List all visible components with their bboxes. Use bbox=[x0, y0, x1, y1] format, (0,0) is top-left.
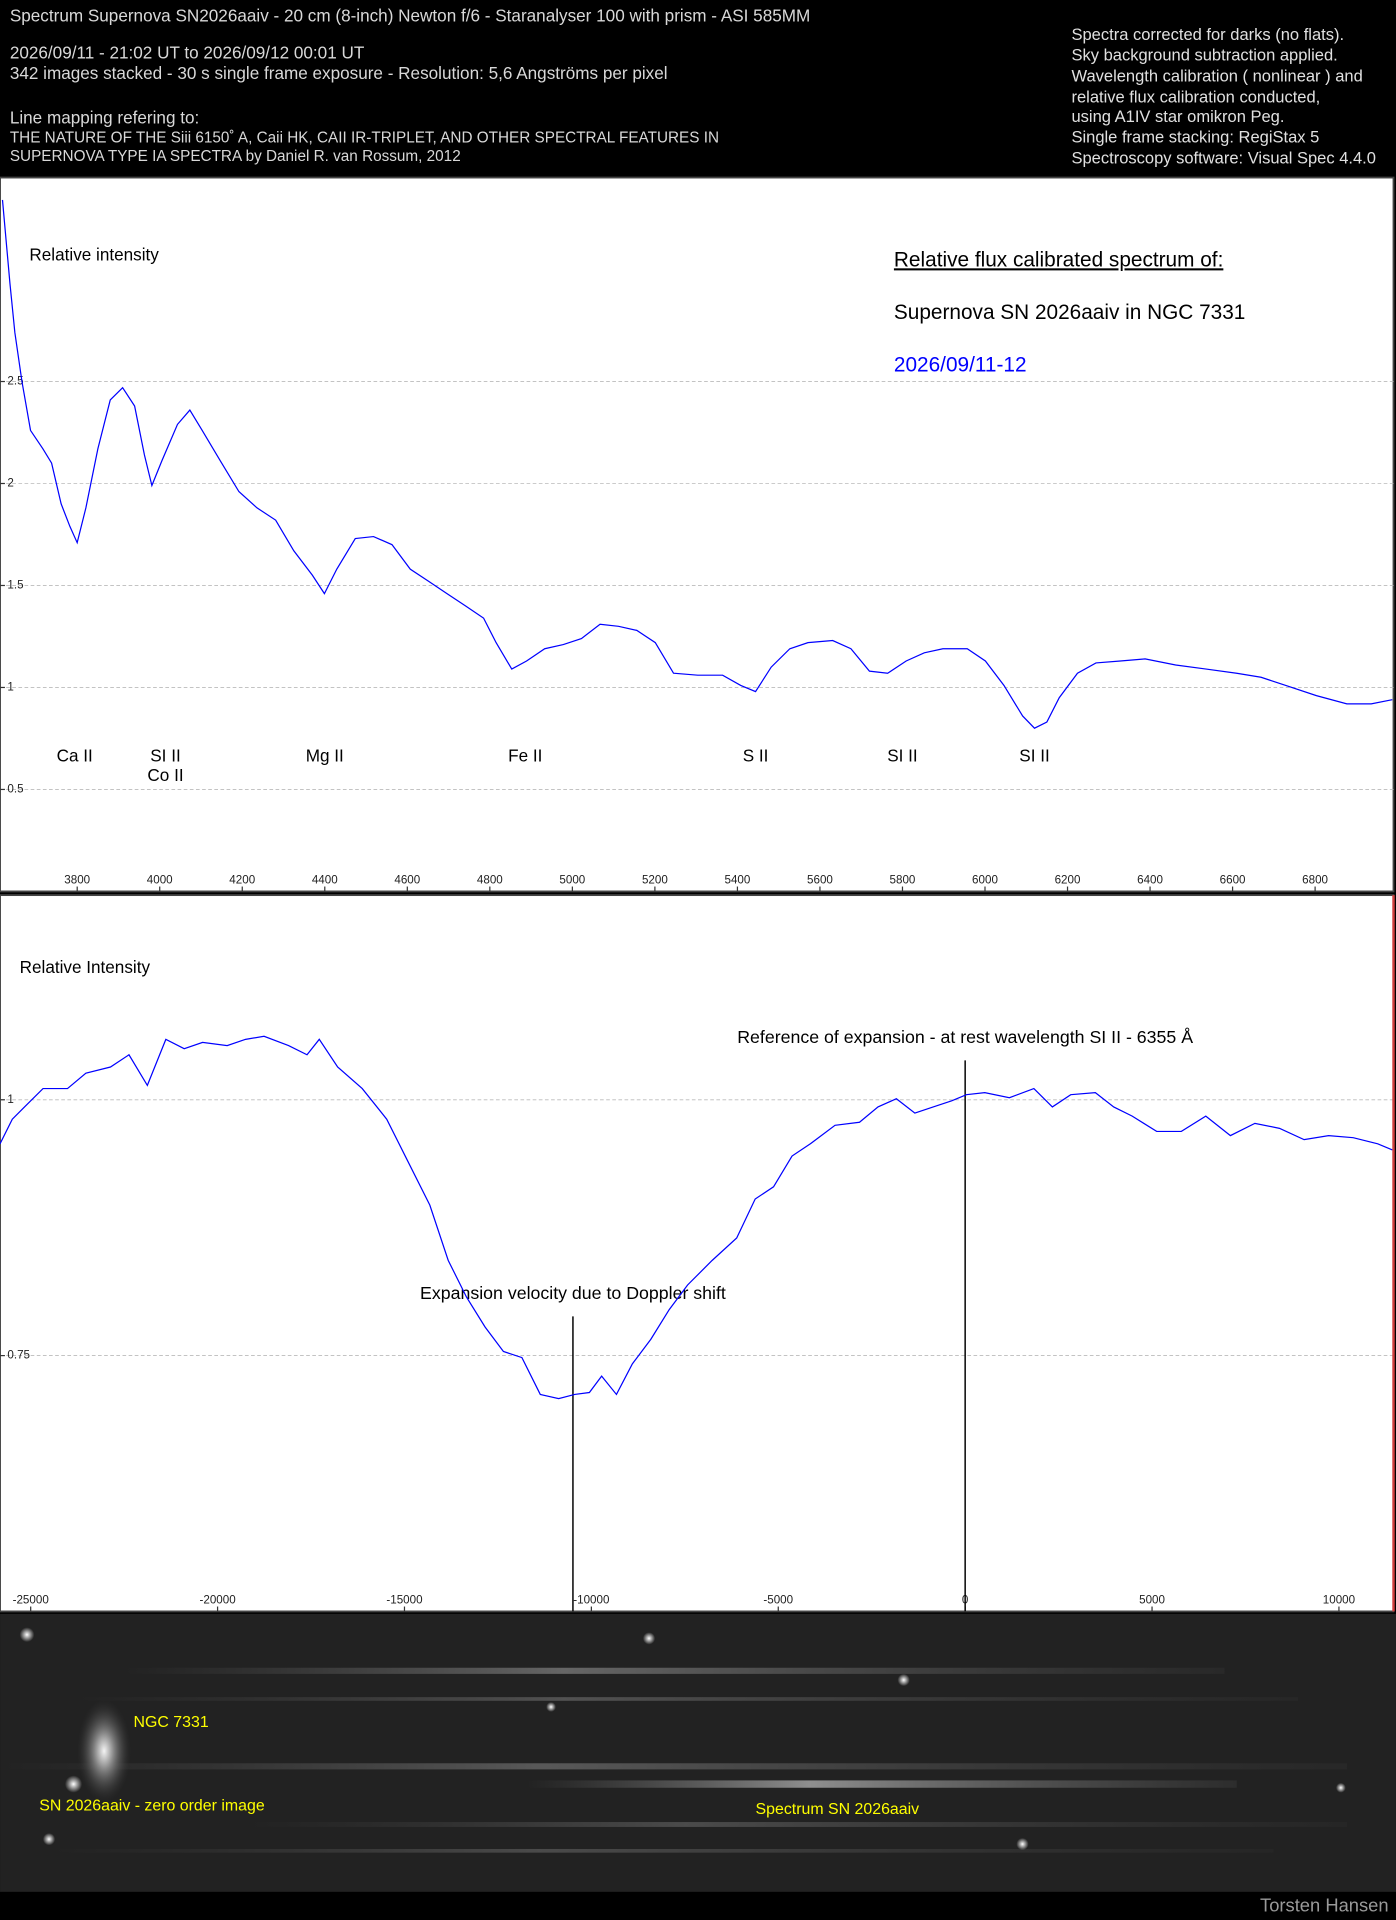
x-tick-label: 5600 bbox=[807, 873, 833, 886]
line-label: Co II bbox=[147, 765, 183, 785]
line-label: Mg II bbox=[306, 745, 344, 765]
x-tick-label: 10000 bbox=[1323, 1593, 1356, 1606]
star bbox=[42, 1833, 56, 1846]
y-tick-label: 1 bbox=[7, 681, 13, 694]
header-title: Spectrum Supernova SN2026aaiv - 20 cm (8… bbox=[10, 6, 810, 26]
header-stack: 342 images stacked - 30 s single frame e… bbox=[10, 63, 668, 83]
x-tick-label: 4800 bbox=[477, 873, 503, 886]
x-tick-label: 4600 bbox=[394, 873, 420, 886]
y-tick-label: 1 bbox=[7, 1093, 13, 1106]
y-axis-label: Relative Intensity bbox=[20, 957, 151, 977]
credit: Torsten Hansen bbox=[1260, 1894, 1389, 1915]
y-tick-label: 0.5 bbox=[7, 783, 23, 796]
note: using A1IV star omikron Peg. bbox=[1071, 107, 1284, 126]
streak bbox=[49, 1848, 1274, 1853]
plot-area bbox=[0, 894, 1395, 1613]
streak bbox=[526, 1780, 1237, 1788]
x-tick-label: 4000 bbox=[147, 873, 173, 886]
chart-title: Relative flux calibrated spectrum of: bbox=[894, 248, 1223, 271]
header-date: 2026/09/11 - 21:02 UT to 2026/09/12 00:0… bbox=[10, 42, 365, 62]
image-label: SN 2026aaiv - zero order image bbox=[39, 1797, 265, 1814]
image-label: Spectrum SN 2026aaiv bbox=[756, 1801, 920, 1818]
note: Sky background subtraction applied. bbox=[1071, 46, 1337, 65]
note: Single frame stacking: RegiStax 5 bbox=[1071, 128, 1319, 147]
x-tick-label: 6400 bbox=[1137, 873, 1163, 886]
x-tick-label: -5000 bbox=[763, 1593, 793, 1606]
y-axis-label: Relative intensity bbox=[29, 244, 159, 264]
header-ref: SUPERNOVA TYPE IA SPECTRA by Daniel R. v… bbox=[10, 148, 461, 165]
star bbox=[1335, 1782, 1346, 1793]
x-tick-label: 5000 bbox=[1139, 1593, 1165, 1606]
x-tick-label: 5800 bbox=[890, 873, 916, 886]
note: Spectroscopy software: Visual Spec 4.4.0 bbox=[1071, 149, 1375, 168]
spectrum-line bbox=[1, 199, 1393, 729]
x-tick-label: 6200 bbox=[1055, 873, 1081, 886]
x-tick-label: 4200 bbox=[229, 873, 255, 886]
x-tick-label: -20000 bbox=[199, 1593, 236, 1606]
note: relative flux calibration conducted, bbox=[1071, 87, 1320, 106]
x-tick-label: 6800 bbox=[1302, 873, 1328, 886]
galaxy bbox=[77, 1699, 132, 1803]
header-ref: THE NATURE OF THE Siii 6150˚ A, Caii HK,… bbox=[10, 129, 719, 146]
star bbox=[546, 1702, 556, 1712]
chart-date: 2026/09/11-12 bbox=[894, 354, 1027, 377]
header: Spectrum Supernova SN2026aaiv - 20 cm (8… bbox=[10, 6, 1376, 168]
x-tick-label: 5200 bbox=[642, 873, 668, 886]
x-tick-label: -25000 bbox=[13, 1593, 50, 1606]
x-tick-label: 3800 bbox=[64, 873, 90, 886]
note: Spectra corrected for darks (no flats). bbox=[1071, 25, 1344, 44]
x-tick-label: -15000 bbox=[386, 1593, 423, 1606]
x-tick-label: 6000 bbox=[972, 873, 998, 886]
spectrum-image: NGC 7331 SN 2026aaiv - zero order image … bbox=[0, 1613, 1396, 1892]
x-tick-label: 5000 bbox=[559, 873, 585, 886]
line-label: SI II bbox=[150, 745, 180, 765]
charts: 0.5 1 1.5 2 2.5 3800 4000 4200 4400 4600 4800 5000 5… bbox=[0, 176, 1395, 1613]
annotation: Reference of expansion - at rest wavelen… bbox=[737, 1027, 1193, 1047]
line-label: Ca II bbox=[57, 745, 93, 765]
header-ref-intro: Line mapping refering to: bbox=[10, 107, 199, 127]
x-tick-label: -10000 bbox=[573, 1593, 610, 1606]
star bbox=[897, 1673, 910, 1687]
streak bbox=[73, 1697, 1298, 1701]
line-label: S II bbox=[743, 745, 769, 765]
spectrum-line bbox=[0, 1035, 1393, 1400]
star bbox=[64, 1775, 83, 1793]
streak bbox=[0, 1763, 1347, 1770]
streak bbox=[122, 1667, 1225, 1674]
line-label: SI II bbox=[1019, 745, 1049, 765]
chart-subtitle: Supernova SN 2026aaiv in NGC 7331 bbox=[894, 301, 1245, 324]
star bbox=[642, 1632, 656, 1645]
plot-area bbox=[0, 176, 1395, 893]
y-tick-label: 0.75 bbox=[7, 1349, 30, 1362]
image-bg bbox=[0, 1613, 1396, 1892]
line-label: Fe II bbox=[508, 745, 542, 765]
y-tick-label: 1.5 bbox=[7, 579, 23, 592]
x-tick-label: 6600 bbox=[1220, 873, 1246, 886]
star bbox=[1016, 1837, 1029, 1851]
y-tick-label: 2 bbox=[7, 477, 13, 490]
x-tick-label: 5400 bbox=[724, 873, 750, 886]
annotation: Expansion velocity due to Doppler shift bbox=[420, 1283, 726, 1303]
note: Wavelength calibration ( nonlinear ) and bbox=[1071, 67, 1362, 86]
streak bbox=[244, 1822, 1347, 1827]
star bbox=[19, 1627, 35, 1643]
line-label: SI II bbox=[887, 745, 917, 765]
y-tick-label: 2.5 bbox=[7, 375, 23, 388]
image-label: NGC 7331 bbox=[134, 1714, 209, 1731]
x-tick-label: 4400 bbox=[312, 873, 338, 886]
